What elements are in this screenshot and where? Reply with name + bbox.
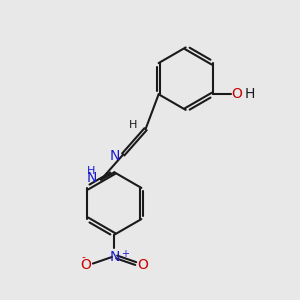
Text: H: H — [87, 167, 96, 176]
Text: O: O — [81, 258, 92, 272]
Text: N: N — [109, 250, 119, 265]
Text: O: O — [232, 87, 243, 101]
Text: H: H — [129, 120, 137, 130]
Text: N: N — [109, 149, 120, 163]
Text: O: O — [137, 258, 148, 272]
Text: N: N — [87, 171, 98, 185]
Text: +: + — [121, 249, 129, 259]
Text: H: H — [245, 87, 255, 101]
Text: -: - — [81, 252, 85, 262]
